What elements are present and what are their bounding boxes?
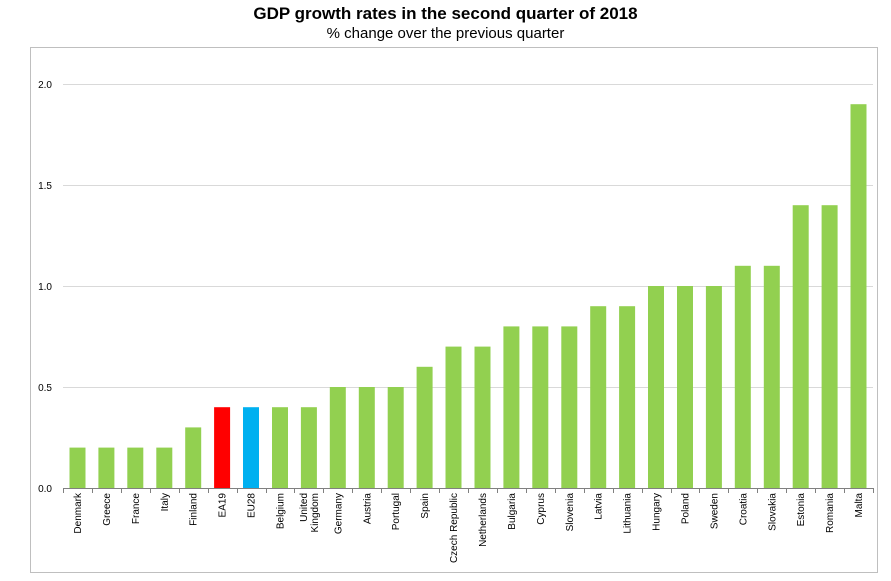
x-category-label: Denmark [73, 492, 84, 534]
y-tick-label: 2.0 [38, 80, 52, 91]
x-axis [63, 488, 874, 493]
x-category-label: Austria [362, 493, 373, 525]
bar-poland [677, 286, 693, 488]
x-category-label: Hungary [652, 493, 663, 531]
x-category-label: Lithuania [623, 493, 634, 534]
y-tick-label: 0.5 [38, 383, 52, 394]
x-category-label: EA19 [218, 493, 229, 518]
bar-united-kingdom [300, 407, 317, 488]
bar-finland [185, 427, 202, 488]
x-category-label: Latvia [594, 493, 605, 520]
y-tick-label: 0.0 [38, 484, 52, 495]
x-category-label: Italy [160, 493, 171, 511]
bar-italy [156, 447, 173, 488]
x-category-label: Netherlands [478, 493, 489, 547]
x-category-label: Slovakia [767, 493, 778, 531]
bar-latvia [590, 306, 607, 488]
x-category-label: Czech Republic [449, 493, 460, 563]
bar-hungary [648, 286, 664, 488]
bar-portugal [387, 387, 404, 488]
x-category-label: Finland [189, 493, 200, 526]
x-category-label: United [299, 493, 310, 522]
x-category-label: Bulgaria [507, 493, 518, 530]
gridlines [63, 84, 873, 388]
x-category-label: Slovenia [565, 493, 576, 532]
bar-bulgaria [503, 326, 520, 488]
bar-slovenia [561, 326, 578, 488]
bar-romania [821, 205, 838, 488]
x-category-label: Greece [102, 493, 113, 526]
bar-netherlands [474, 346, 491, 488]
x-category-label: Belgium [276, 493, 287, 529]
bar-sweden [705, 286, 722, 488]
y-tick-label: 1.0 [38, 282, 52, 293]
bar-croatia [734, 265, 751, 488]
plot-frame [30, 47, 878, 573]
bar-denmark [69, 447, 86, 488]
chart-title: GDP growth rates in the second quarter o… [253, 4, 638, 23]
x-category-label: Estonia [796, 493, 807, 527]
bar-czech-republic [445, 346, 462, 488]
bar-cyprus [532, 326, 549, 488]
x-category-label: Germany [333, 493, 344, 534]
x-category-label: EU28 [247, 493, 258, 518]
bar-eu28 [243, 407, 259, 488]
bars [69, 104, 867, 488]
x-category-label: Spain [420, 493, 431, 519]
x-category-label: Sweden [709, 493, 720, 529]
bar-lithuania [619, 306, 636, 488]
y-tick-label: 1.5 [38, 181, 52, 192]
bar-belgium [272, 407, 288, 488]
bar-greece [98, 447, 115, 488]
bar-austria [358, 387, 375, 488]
bar-ea19 [214, 407, 231, 488]
bar-slovakia [763, 265, 780, 488]
x-category-label: France [131, 493, 142, 525]
y-axis-ticks: 0.0 0.5 1.0 1.5 2.0 [38, 80, 52, 495]
x-category-label: Croatia [738, 493, 749, 526]
x-category-label: Poland [681, 493, 692, 524]
x-category-label: Romania [825, 493, 836, 533]
x-axis-labels: Denmark Greece France Italy Finland EA19 EU28 B… [73, 492, 865, 563]
x-category-label: Portugal [391, 493, 402, 530]
bar-malta [850, 104, 867, 488]
chart-subtitle: % change over the previous quarter [326, 25, 565, 42]
x-category-label: Kingdom [310, 493, 321, 532]
bar-germany [329, 387, 346, 488]
bar-spain [416, 366, 433, 488]
x-category-label: Malta [854, 493, 865, 518]
bar-estonia [792, 205, 809, 488]
x-category-label: Cyprus [536, 493, 547, 525]
bar-france [127, 447, 144, 488]
